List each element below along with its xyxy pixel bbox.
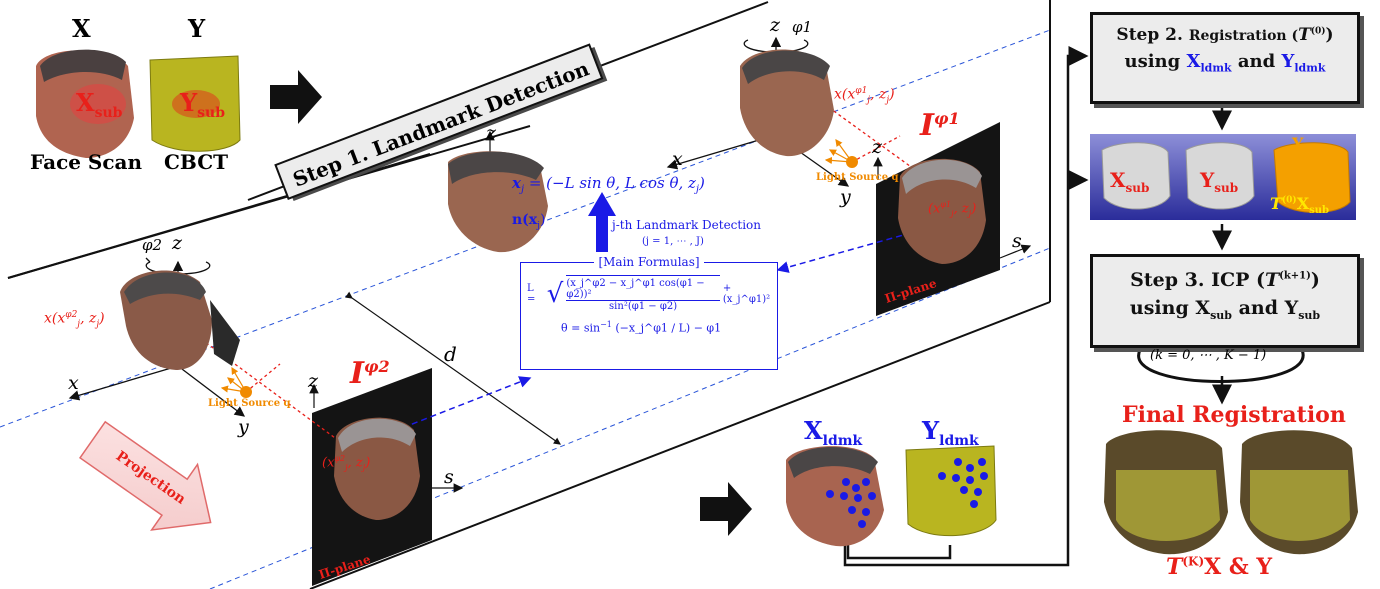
face-scan-image (36, 49, 134, 158)
phi2-label: φ2 (142, 236, 163, 254)
formulas-title: [Main Formulas] (594, 255, 704, 269)
landmark-equation: xj = (−L sin θ, L cos θ, zj) (512, 174, 705, 195)
plane-left-label: Iφ2 (350, 356, 390, 391)
left-light-label: Light Source q (208, 398, 291, 409)
left-y-label: y (238, 416, 249, 438)
plane-right-face (898, 158, 986, 264)
detection-range: (j = 1, ⋯ , J) (642, 236, 704, 247)
loop-label: (k = 0, ⋯ , K − 1) (1150, 348, 1267, 363)
projection-arrow (78, 420, 212, 531)
y-label: Y (188, 14, 206, 43)
plane-right-point: (xφ1j, zj) (928, 200, 977, 218)
x-ldmk-label: Xldmk (804, 416, 863, 449)
cbct-image (149, 55, 241, 152)
plane-left-face (334, 417, 420, 520)
left-x-label: x (68, 372, 79, 394)
step2-box: Step 2. Registration (T(0)) using Xldmk … (1090, 12, 1360, 104)
right-light-label: Light Source q (816, 172, 899, 183)
head-right (740, 49, 834, 157)
formula-L: L = √ (x_j^φ2 − x_j^φ1 cos(φ1 − φ2))² si… (527, 275, 777, 312)
strip-tx-right: T(0)Xsub (1270, 194, 1330, 217)
light-source-right (824, 139, 858, 168)
final-face-right (1240, 430, 1358, 555)
main-formulas-box: [Main Formulas] L = √ (x_j^φ2 − x_j^φ1 c… (520, 255, 778, 370)
strip-models (1101, 142, 1351, 213)
flow-arrow-bottom (700, 482, 752, 536)
final-caption: T(K)X & Y (1166, 554, 1273, 580)
head-left (120, 270, 240, 370)
landmark-dots-scan (826, 478, 876, 528)
y-sub-label: Ysub (180, 88, 225, 121)
strip-y-sub-right: Ysub (1292, 134, 1324, 157)
cbct-caption: CBCT (164, 150, 228, 174)
x-sub-label: Xsub (76, 88, 123, 121)
normal-label: n(xj) (512, 212, 546, 231)
left-point-label: x(xφ2j, zj) (44, 310, 105, 330)
left-z-label: z (172, 232, 183, 254)
face-scan-caption: Face Scan (30, 150, 143, 174)
step1-title-box (274, 43, 608, 202)
right-z-label: z (770, 14, 781, 36)
y-ldmk-label: Yldmk (922, 416, 979, 449)
plane-left-z: z (308, 370, 319, 392)
step3-box: Step 3. ICP (T(k+1)) using Xsub and Ysub (1090, 254, 1360, 348)
phi1-label: φ1 (792, 18, 813, 36)
distance-label: d (444, 342, 457, 366)
right-x-label: x (672, 148, 683, 170)
head-center (448, 151, 548, 253)
plane-right-label: Iφ1 (920, 108, 960, 143)
strip-y-sub: Ysub (1200, 168, 1239, 195)
plane-left-point: (xφ2j, zj) (322, 454, 371, 472)
right-y-label: y (840, 186, 851, 208)
right-point-label: x(xφ1j, zj) (834, 86, 895, 106)
strip-x-sub: Xsub (1110, 168, 1150, 195)
detection-title: j-th Landmark Detection (612, 218, 762, 232)
flow-arrow-top (270, 70, 322, 124)
final-title: Final Registration (1122, 402, 1346, 428)
plane-right-z: z (872, 136, 883, 158)
light-source-left (220, 366, 252, 398)
x-label: X (72, 14, 91, 43)
detection-arrow (588, 192, 616, 252)
landmark-dots-cbct (938, 458, 988, 508)
plane-right-s: s (1012, 230, 1022, 252)
center-z-label: z (486, 122, 497, 144)
plane-left-s: s (444, 466, 454, 488)
final-face-left (1104, 430, 1228, 555)
formula-theta: θ = sin−1 (−x_j^φ1 / L) − φ1 (561, 320, 722, 335)
